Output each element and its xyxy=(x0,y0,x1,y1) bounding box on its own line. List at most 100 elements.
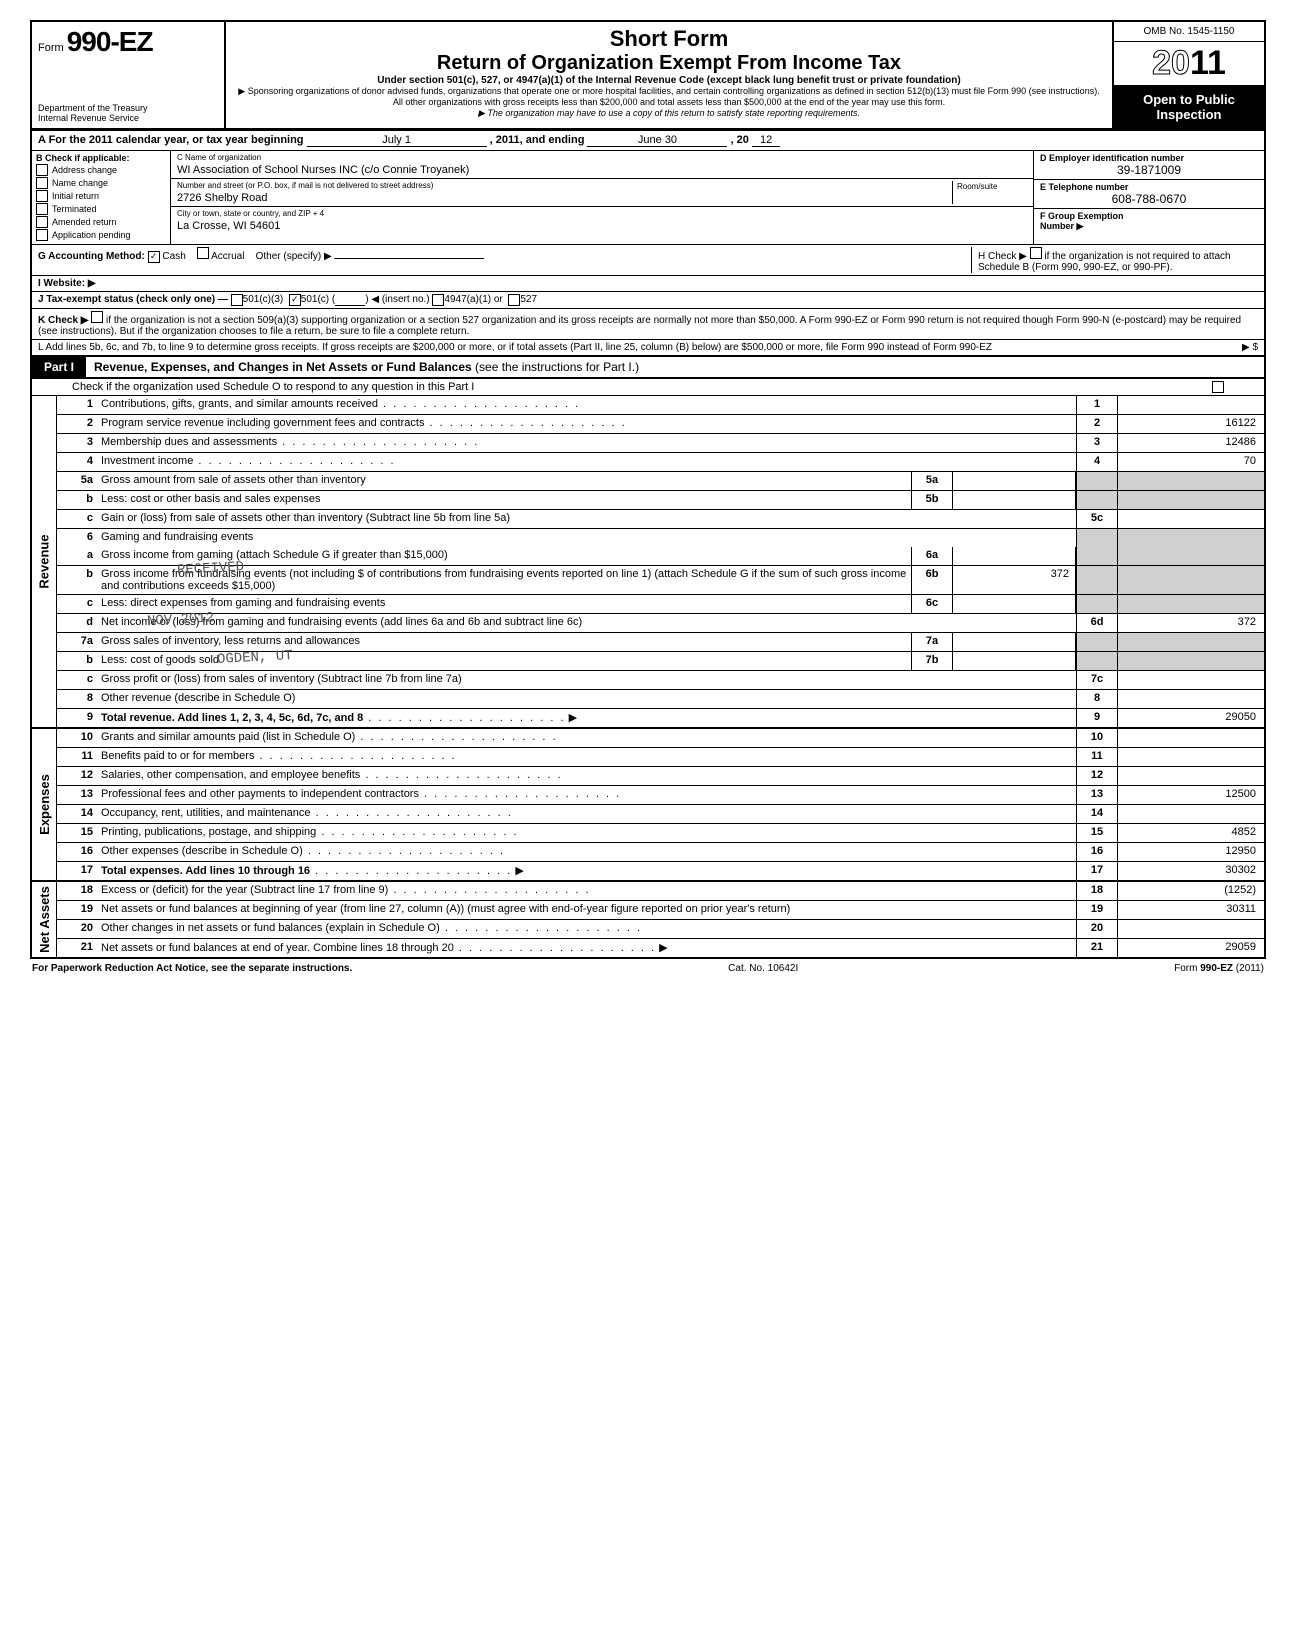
chk-501c3[interactable] xyxy=(231,294,243,306)
chk-address-change[interactable]: Address change xyxy=(36,164,166,176)
line-5a: 5a Gross amount from sale of assets othe… xyxy=(57,472,1264,491)
open-to-public: Open to Public Inspection xyxy=(1114,86,1264,128)
year-bold: 11 xyxy=(1190,44,1226,82)
chk-terminated[interactable]: Terminated xyxy=(36,203,166,215)
form-header: Form 990-EZ Department of the Treasury I… xyxy=(30,20,1266,131)
D-group-label: F Group Exemption xyxy=(1040,211,1258,221)
netassets-section: Net Assets 18 Excess or (deficit) for th… xyxy=(30,882,1266,959)
row-J-tax-status: J Tax-exempt status (check only one) — 5… xyxy=(30,292,1266,309)
I-label: I Website: ▶ xyxy=(38,278,96,289)
line-1: 1 Contributions, gifts, grants, and simi… xyxy=(57,396,1264,415)
stamp-ogden: OGDEN, UT xyxy=(217,648,293,668)
header-right: OMB No. 1545-1150 2011 Open to Public In… xyxy=(1112,22,1264,128)
A-suffix2: 12 xyxy=(752,134,780,147)
header-left: Form 990-EZ Department of the Treasury I… xyxy=(32,22,226,128)
C-name-value: WI Association of School Nurses INC (c/o… xyxy=(177,164,1027,176)
chk-accrual[interactable] xyxy=(197,247,209,259)
row-I-website: I Website: ▶ xyxy=(30,276,1266,292)
row-A-tax-year: A For the 2011 calendar year, or tax yea… xyxy=(30,131,1266,151)
part1-title: Revenue, Expenses, and Changes in Net As… xyxy=(94,360,472,374)
chk-527[interactable] xyxy=(508,294,520,306)
line-6c: c Less: direct expenses from gaming and … xyxy=(57,595,1264,614)
D-tel-value: 608-788-0670 xyxy=(1040,192,1258,206)
chk-application-pending[interactable]: Application pending xyxy=(36,229,166,241)
C-street-row: Number and street (or P.O. box, if mail … xyxy=(171,179,1033,207)
col-D-info: D Employer identification number 39-1871… xyxy=(1033,151,1264,244)
line-6: 6 Gaming and fundraising events xyxy=(57,529,1264,547)
C-city-label: City or town, state or country, and ZIP … xyxy=(177,209,1027,218)
A-mid: , 2011, and ending xyxy=(490,134,585,146)
D-group-label2: Number ▶ xyxy=(1040,221,1258,232)
chk-schedule-o[interactable] xyxy=(1212,381,1224,393)
chk-name-change[interactable]: Name change xyxy=(36,177,166,189)
year-outline: 20 xyxy=(1152,44,1190,82)
A-suffix1: , 20 xyxy=(731,134,749,146)
chk-H[interactable] xyxy=(1030,247,1042,259)
H-schedule-b: H Check ▶ if the organization is not req… xyxy=(971,247,1258,273)
J-527: 527 xyxy=(520,294,537,306)
G-label: G Accounting Method: xyxy=(38,251,145,262)
A-begin-date: July 1 xyxy=(307,134,487,147)
line-2: 2 Program service revenue including gove… xyxy=(57,415,1264,434)
omb-number: OMB No. 1545-1150 xyxy=(1114,22,1264,42)
J-501c: 501(c) ( xyxy=(301,294,335,306)
chk-cash[interactable]: ✓ xyxy=(148,251,160,263)
row-L: L Add lines 5b, 6c, and 7b, to line 9 to… xyxy=(30,340,1266,357)
line-4: 4 Investment income 4 70 xyxy=(57,453,1264,472)
D-tel-label: E Telephone number xyxy=(1040,182,1258,192)
D-tel: E Telephone number 608-788-0670 xyxy=(1034,180,1264,209)
line-18: 18 Excess or (deficit) for the year (Sub… xyxy=(57,882,1264,901)
expenses-section: Expenses 10 Grants and similar amounts p… xyxy=(30,729,1266,882)
K-text: if the organization is not a section 509… xyxy=(38,315,1241,337)
line-13: 13 Professional fees and other payments … xyxy=(57,786,1264,805)
form-number: 990-EZ xyxy=(67,26,153,57)
instr2: ▶ The organization may have to use a cop… xyxy=(234,108,1104,119)
J-insert: ) ◀ (insert no.) xyxy=(365,294,429,306)
H-text1: H Check ▶ xyxy=(978,251,1027,262)
side-netassets: Net Assets xyxy=(32,882,57,957)
line-19: 19 Net assets or fund balances at beginn… xyxy=(57,901,1264,920)
part1-title-wrap: Revenue, Expenses, and Changes in Net As… xyxy=(86,357,1264,377)
part1-title-suffix: (see the instructions for Part I.) xyxy=(472,360,639,374)
line-21: 21 Net assets or fund balances at end of… xyxy=(57,939,1264,957)
line-16: 16 Other expenses (describe in Schedule … xyxy=(57,843,1264,862)
C-street-value: 2726 Shelby Road xyxy=(177,192,952,204)
L-text: L Add lines 5b, 6c, and 7b, to line 9 to… xyxy=(38,342,992,353)
chk-amended-return[interactable]: Amended return xyxy=(36,216,166,228)
chk-K[interactable] xyxy=(91,311,103,323)
D-group: F Group Exemption Number ▶ xyxy=(1034,209,1264,234)
C-street-label: Number and street (or P.O. box, if mail … xyxy=(177,181,952,190)
part1-label: Part I xyxy=(32,357,86,377)
line-15: 15 Printing, publications, postage, and … xyxy=(57,824,1264,843)
line-5b: b Less: cost or other basis and sales ex… xyxy=(57,491,1264,510)
line-10: 10 Grants and similar amounts paid (list… xyxy=(57,729,1264,748)
C-city-value: La Crosse, WI 54601 xyxy=(177,220,1027,232)
open-line2: Inspection xyxy=(1116,107,1262,122)
page-footer: For Paperwork Reduction Act Notice, see … xyxy=(30,959,1266,978)
title-return: Return of Organization Exempt From Incom… xyxy=(234,52,1104,75)
L-arrow: ▶ $ xyxy=(1242,342,1258,353)
footer-mid: Cat. No. 10642I xyxy=(728,963,798,974)
line-11: 11 Benefits paid to or for members 11 xyxy=(57,748,1264,767)
G-cash: Cash xyxy=(162,251,185,262)
line-7b: b Less: cost of goods sold OGDEN, UT 7b xyxy=(57,652,1264,671)
chk-4947[interactable] xyxy=(432,294,444,306)
J-4947: 4947(a)(1) or xyxy=(444,294,502,306)
chk-501c[interactable]: ✓ xyxy=(289,294,301,306)
chk-initial-return[interactable]: Initial return xyxy=(36,190,166,202)
D-ein-value: 39-1871009 xyxy=(1040,163,1258,177)
line-6a: a Gross income from gaming (attach Sched… xyxy=(57,547,1264,566)
J-label: J Tax-exempt status (check only one) — xyxy=(38,294,228,306)
line-6b: b Gross income from fundraising events (… xyxy=(57,566,1264,595)
line-12: 12 Salaries, other compensation, and emp… xyxy=(57,767,1264,786)
form-prefix: Form xyxy=(38,42,64,54)
line-14: 14 Occupancy, rent, utilities, and maint… xyxy=(57,805,1264,824)
D-ein-label: D Employer identification number xyxy=(1040,153,1258,163)
J-501c3: 501(c)(3) xyxy=(243,294,284,306)
line-7a: 7a Gross sales of inventory, less return… xyxy=(57,633,1264,652)
line-6d: d Net income or (loss) from gaming and f… xyxy=(57,614,1264,633)
instr1: ▶ Sponsoring organizations of donor advi… xyxy=(234,86,1104,108)
line-3: 3 Membership dues and assessments 3 1248… xyxy=(57,434,1264,453)
line-7c: c Gross profit or (loss) from sales of i… xyxy=(57,671,1264,690)
side-revenue: Revenue xyxy=(32,396,57,727)
